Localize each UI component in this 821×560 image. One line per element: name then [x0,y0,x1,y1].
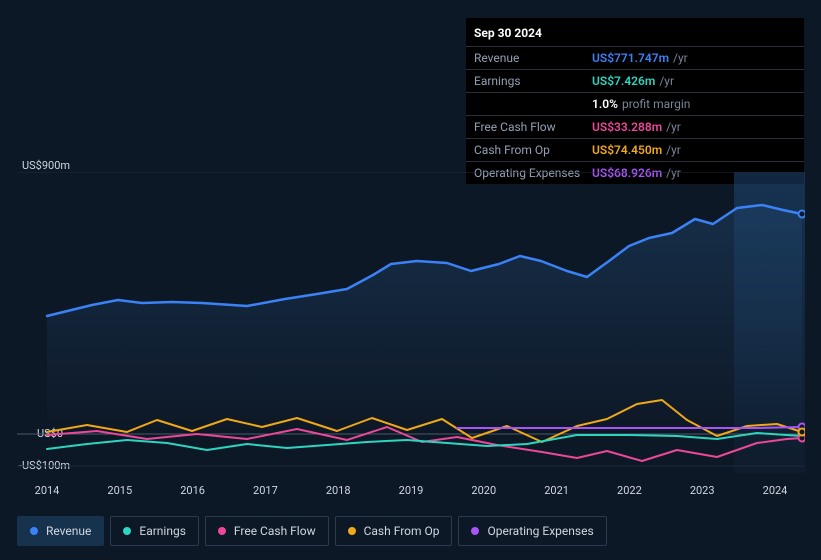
tooltip-row-value: 1.0% [592,97,618,111]
chart-stage: Sep 30 2024 RevenueUS$771.747m /yrEarnin… [0,0,821,560]
x-axis-year: 2017 [253,484,278,497]
x-axis-year: 2018 [326,484,351,497]
x-axis-year: 2024 [763,484,788,497]
tooltip-row-unit: /yr [666,120,681,134]
tooltip-row: Cash From OpUS$74.450m /yr [466,138,804,161]
x-axis-year: 2016 [180,484,205,497]
tooltip-row-unit: /yr [666,143,681,157]
x-axis-year: 2020 [471,484,496,497]
tooltip-row-label: Earnings [474,74,592,88]
legend-item-free-cash-flow[interactable]: Free Cash Flow [205,516,329,546]
tooltip-row-label: Revenue [474,51,592,65]
legend-dot-icon [471,527,479,535]
x-axis-year: 2021 [544,484,569,497]
legend-item-earnings[interactable]: Earnings [110,516,199,546]
x-axis-year: 2014 [35,484,60,497]
legend-item-cash-from-op[interactable]: Cash From Op [335,516,453,546]
legend-label: Operating Expenses [487,524,593,538]
tooltip-row-unit: /yr [673,51,688,65]
x-axis-year: 2022 [617,484,642,497]
tooltip-row-label: Cash From Op [474,143,592,157]
legend-dot-icon [218,527,226,535]
legend-dot-icon [348,527,356,535]
x-axis-labels: 2014 2015 2016 2017 2018 2019 2020 2021 2022 2023… [17,484,805,500]
data-tooltip: Sep 30 2024 RevenueUS$771.747m /yrEarnin… [466,18,804,184]
tooltip-row-value: US$771.747m [592,51,669,65]
tooltip-row-value: US$33.288m [592,120,662,134]
tooltip-row-label: Free Cash Flow [474,120,592,134]
legend-label: Earnings [139,524,186,538]
line-chart[interactable] [17,172,805,473]
tooltip-row: RevenueUS$771.747m /yr [466,46,804,69]
x-axis-year: 2015 [107,484,132,497]
legend: Revenue Earnings Free Cash Flow Cash From O… [17,516,607,546]
legend-dot-icon [123,527,131,535]
tooltip-row-unit: /yr [659,74,674,88]
tooltip-date: Sep 30 2024 [466,18,804,46]
legend-label: Cash From Op [364,524,440,538]
tooltip-row-unit: profit margin [622,97,690,111]
tooltip-row: Free Cash FlowUS$33.288m /yr [466,115,804,138]
tooltip-row-value: US$7.426m [592,74,655,88]
tooltip-row-value: US$74.450m [592,143,662,157]
tooltip-row: 1.0% profit margin [466,92,804,115]
x-axis-year: 2019 [399,484,424,497]
y-axis-max-label: US$900m [22,159,70,172]
legend-label: Revenue [46,524,91,538]
legend-label: Free Cash Flow [234,524,316,538]
legend-item-operating-expenses[interactable]: Operating Expenses [458,516,606,546]
legend-item-revenue[interactable]: Revenue [17,516,104,546]
x-axis-year: 2023 [690,484,715,497]
legend-dot-icon [30,527,38,535]
tooltip-row: EarningsUS$7.426m /yr [466,69,804,92]
